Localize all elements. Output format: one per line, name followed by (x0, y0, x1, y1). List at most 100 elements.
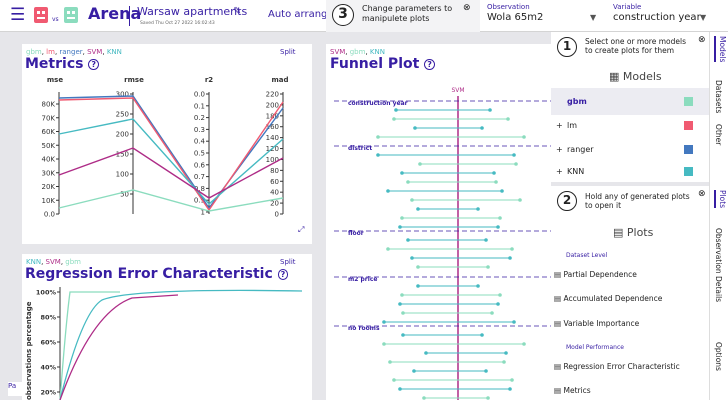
chart-icon: ▤ (554, 386, 562, 395)
funnel-point (486, 265, 490, 269)
curve-svm (59, 294, 179, 400)
funnel-variable-label: floor (348, 230, 364, 237)
tick-label: 40 (270, 189, 279, 197)
funnel-point (490, 311, 494, 315)
help-icon: ? (277, 268, 289, 280)
tick-label: 250 (116, 111, 129, 119)
plus-icon: + (556, 121, 563, 130)
step2-number: 2 (557, 191, 577, 211)
funnel-point (498, 293, 502, 297)
split-button[interactable]: Split (280, 258, 296, 266)
tick-label: 0.7 (194, 173, 205, 181)
tick-label: 200 (266, 101, 279, 109)
funnel-point (522, 135, 526, 139)
svg-text:vs: vs (52, 16, 59, 23)
tick-label: 0 (275, 211, 279, 219)
tab-plots[interactable]: Plots (714, 190, 727, 209)
plot-accumulated-dependence[interactable]: ▤ Accumulated Dependence (554, 294, 663, 303)
close-hint-icon[interactable]: ⊗ (698, 35, 706, 45)
close-hint-icon[interactable]: ⊗ (463, 3, 471, 13)
funnel-point (512, 320, 516, 324)
section-dataset-level: Dataset Level (566, 252, 608, 259)
chevron-down-icon[interactable]: ▼ (590, 13, 597, 22)
funnel-point (484, 369, 488, 373)
edit-icon[interactable]: ✎ (233, 6, 242, 17)
tab-observation-details[interactable]: Observation Details (714, 228, 723, 303)
variable-select[interactable]: construction year (613, 12, 701, 23)
funnel-point (410, 256, 414, 260)
close-hint-icon[interactable]: ⊗ (698, 189, 706, 199)
funnel-point (496, 302, 500, 306)
observation-select[interactable]: Wola 65m2 (487, 12, 544, 23)
funnel-panel[interactable]: SVM, gbm, KNN Funnel Plot ? SVM construc… (326, 44, 551, 400)
ref-label: SVM (451, 87, 464, 94)
expand-icon: ⤢ (297, 225, 304, 234)
legend-svm: SVM (87, 48, 103, 56)
funnel-chart: SVM construction year district floor m2 pri… (334, 87, 551, 400)
hamburger-icon[interactable]: ☰ (10, 5, 26, 25)
plot-partial-dependence[interactable]: ▤ Partial Dependence (554, 270, 637, 279)
tick-label: 100% (36, 289, 57, 297)
model-row-knn[interactable]: + KNN (551, 159, 709, 186)
tick-label: 220 (266, 91, 279, 99)
rec-panel[interactable]: KNN, SVM, gbm Split Regression Error Cha… (22, 254, 312, 400)
funnel-point (504, 351, 508, 355)
plot-variable-importance[interactable]: ▤ Variable Importance (554, 319, 640, 328)
funnel-point (382, 320, 386, 324)
step2-text: Hold any of generated plots to open it (585, 192, 690, 210)
funnel-point (514, 162, 518, 166)
tick-label: 70K (42, 114, 56, 122)
funnel-point (522, 342, 526, 346)
model-row-ranger[interactable]: + ranger (551, 136, 709, 163)
plot-rec[interactable]: ▤ Regression Error Characteristic (554, 362, 680, 371)
axis-label-rmse: rmse (124, 76, 144, 84)
funnel-point (510, 378, 514, 382)
funnel-point (401, 311, 405, 315)
session-name: Warsaw apartments (137, 5, 248, 18)
legend-svm: SVM (45, 258, 61, 266)
series-svm (58, 147, 284, 199)
plot-metrics[interactable]: ▤ Metrics (554, 386, 591, 395)
funnel-point (410, 198, 414, 202)
tick-label: 100 (266, 156, 279, 164)
side-tab-pa[interactable]: Pa (8, 382, 22, 396)
series-gbm (58, 189, 284, 212)
tick-label: 1 (201, 209, 205, 217)
tick-label: 200 (116, 131, 129, 139)
funnel-point (424, 351, 428, 355)
step3-text: Change parameters to manipulete plots (362, 4, 453, 23)
funnel-variable-label: construction year (348, 100, 408, 107)
series-knn (58, 118, 284, 205)
split-button[interactable]: Split (280, 48, 296, 56)
legend-knn: KNN (26, 258, 42, 266)
models-sidebar: 1 Select one or more models to create pl… (551, 32, 709, 182)
auto-arrange-button[interactable]: Auto arrange (268, 9, 334, 20)
tab-models[interactable]: Models (714, 36, 727, 63)
funnel-point (382, 342, 386, 346)
funnel-point (412, 369, 416, 373)
tick-label: 60% (40, 339, 56, 347)
tab-options[interactable]: Options (714, 342, 723, 371)
step3-number: 3 (332, 4, 354, 26)
chart-icon: ▤ (554, 294, 562, 303)
tick-label: 0.2 (194, 114, 205, 122)
curve-knn (59, 289, 303, 400)
arena-logo: vs (34, 7, 78, 23)
tab-other[interactable]: Other (714, 124, 723, 146)
model-row-lm[interactable]: + lm (551, 112, 709, 139)
funnel-point (400, 293, 404, 297)
vertical-tabs: Models Datasets Other Plots Observation … (709, 32, 728, 400)
chevron-down-icon[interactable]: ▼ (700, 13, 707, 22)
tab-datasets[interactable]: Datasets (714, 80, 723, 114)
color-swatch (684, 145, 693, 154)
funnel-point (512, 153, 516, 157)
metrics-panel[interactable]: gbm, lm, ranger, SVM, KNN Split Metrics … (22, 44, 312, 244)
funnel-point (401, 333, 405, 337)
legend-gbm: gbm (26, 48, 42, 56)
plus-icon: + (556, 167, 563, 176)
saved-timestamp: Saved Thu Oct 27 2022 16:02:43 (140, 21, 215, 26)
funnel-point (502, 360, 506, 364)
panel-title: Funnel Plot ? (330, 56, 435, 72)
model-row-gbm[interactable]: gbm (551, 88, 709, 115)
funnel-variable-label: no rooms (348, 325, 380, 332)
